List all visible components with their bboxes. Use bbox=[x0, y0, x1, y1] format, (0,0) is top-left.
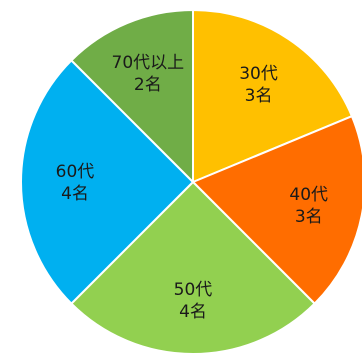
pie-slice-label-line: 40代 bbox=[289, 185, 328, 205]
pie-slice-label-line: 4名 bbox=[61, 184, 89, 204]
pie-slice-label-line: 30代 bbox=[239, 64, 278, 84]
pie-slice-label-5: 70代以上 2名 bbox=[112, 53, 185, 95]
pie-slice-1 bbox=[192, 8, 354, 184]
pie-slice-label-line: 2名 bbox=[134, 75, 162, 95]
pie-slice-label-3: 50代 4名 bbox=[174, 280, 213, 322]
pie-slice-label-line: 3名 bbox=[245, 86, 273, 106]
pie-slices bbox=[20, 8, 362, 355]
pie-slice-label-2: 40代 3名 bbox=[289, 185, 328, 227]
pie-slice-label-line: 4名 bbox=[179, 302, 207, 322]
pie-slice-label-1: 30代 3名 bbox=[239, 64, 278, 106]
pie-slice-label-line: 50代 bbox=[174, 280, 213, 300]
pie-slice-3 bbox=[69, 180, 317, 355]
pie-slice-label-line: 60代 bbox=[56, 162, 95, 182]
pie-slice-5 bbox=[69, 8, 194, 185]
pie-slice-label-4: 60代 4名 bbox=[56, 162, 95, 204]
pie-slice-4 bbox=[20, 58, 195, 306]
pie-slice-label-line: 3名 bbox=[295, 207, 323, 227]
pie-slice-label-line: 70代以上 bbox=[112, 53, 185, 73]
